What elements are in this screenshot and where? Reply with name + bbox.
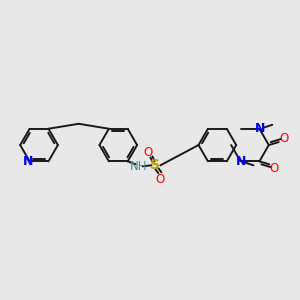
Text: O: O [143,146,152,159]
Text: N: N [255,122,266,135]
Text: O: O [279,132,288,145]
Text: S: S [150,158,161,172]
Text: N: N [22,155,33,168]
Text: NH: NH [130,160,147,173]
Text: O: O [270,162,279,175]
Text: O: O [156,173,165,186]
Text: N: N [236,155,247,168]
